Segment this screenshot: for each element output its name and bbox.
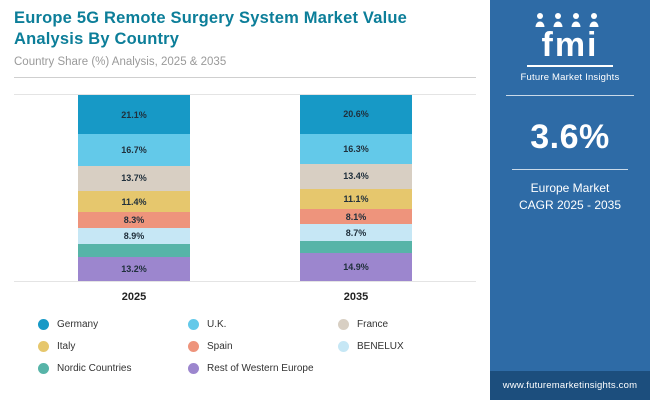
legend-dot-france	[338, 319, 349, 331]
cagr-caption: Europe Market CAGR 2025 - 2035	[490, 180, 650, 215]
legend-dot-u-k	[188, 319, 199, 331]
segment-france-2035: 13.4%	[300, 163, 412, 189]
legend-label-benelux: BENELUX	[357, 341, 404, 353]
legend-label-nordic-countries: Nordic Countries	[57, 363, 132, 375]
legend-label-germany: Germany	[57, 319, 99, 331]
website-footer[interactable]: www.futuremarketinsights.com	[490, 371, 650, 400]
main-content: Europe 5G Remote Surgery System Market V…	[14, 9, 476, 375]
legend-item-germany: Germany	[38, 319, 188, 331]
legend-dot-germany	[38, 319, 49, 331]
legend-label-spain: Spain	[207, 341, 233, 353]
x-axis-labels: 2025 2035	[14, 291, 476, 303]
brand-caption: Future Market Insights	[520, 72, 620, 83]
segment-italy-2025: 11.4%	[78, 190, 190, 213]
segment-nordic-countries-2025	[78, 244, 190, 257]
segment-germany-2035: 20.6%	[300, 95, 412, 134]
fmi-logo: fmi Future Market Insights	[490, 0, 650, 83]
cagr-value: 3.6%	[530, 118, 610, 156]
segment-rest-of-western-europe-2025: 13.2%	[78, 256, 190, 282]
legend-label-rest-of-western-europe: Rest of Western Europe	[207, 363, 314, 375]
segment-u-k-2035: 16.3%	[300, 133, 412, 164]
segment-rest-of-western-europe-2035: 14.9%	[300, 253, 412, 282]
sidebar-divider	[506, 95, 634, 96]
year-label-2035: 2035	[343, 291, 369, 304]
legend-dot-italy	[38, 341, 49, 353]
year-label-2025: 2025	[121, 291, 147, 304]
legend-dot-benelux	[338, 341, 349, 353]
segment-u-k-2025: 16.7%	[78, 134, 190, 166]
legend-item-benelux: BENELUX	[338, 341, 498, 353]
stacked-bar-2025: 21.1% 16.7% 13.7% 11.4% 8.3% 8.9% 13.2%	[78, 95, 190, 282]
segment-germany-2025: 21.1%	[78, 95, 190, 135]
legend-label-italy: Italy	[57, 341, 76, 353]
legend-label-france: France	[357, 319, 389, 331]
legend-dot-spain	[188, 341, 199, 353]
segment-benelux-2035: 8.7%	[300, 224, 412, 241]
segment-benelux-2025: 8.9%	[78, 227, 190, 245]
page-title: Europe 5G Remote Surgery System Market V…	[14, 9, 408, 49]
legend-item-spain: Spain	[188, 341, 338, 353]
plot-area: 21.1% 16.7% 13.7% 11.4% 8.3% 8.9% 13.2% 20.6% 16…	[14, 94, 476, 283]
legend-item-rest-of-western-europe: Rest of Western Europe	[188, 363, 338, 375]
segment-nordic-countries-2035	[300, 240, 412, 254]
brand-sidebar: fmi Future Market Insights 3.6% Europe M…	[490, 0, 650, 400]
cagr-caption-line2: CAGR 2025 - 2035	[518, 198, 622, 213]
cagr-divider	[512, 169, 628, 170]
sidebar-spacer	[490, 215, 650, 371]
legend-dot-nordic-countries	[38, 363, 49, 375]
legend-item-france: France	[338, 319, 498, 331]
legend-item-italy: Italy	[38, 341, 188, 353]
legend-item-u-k: U.K.	[188, 319, 338, 331]
segment-spain-2035: 8.1%	[300, 209, 412, 225]
segment-spain-2025: 8.3%	[78, 212, 190, 228]
stacked-bar-2035: 20.6% 16.3% 13.4% 11.1% 8.1% 8.7% 14.9%	[300, 95, 412, 282]
logo-underline	[527, 65, 613, 67]
header-divider	[14, 77, 476, 79]
segment-france-2025: 13.7%	[78, 165, 190, 191]
brand-wordmark: fmi	[541, 26, 599, 64]
cagr-caption-line1: Europe Market	[530, 181, 610, 195]
segment-italy-2035: 11.1%	[300, 188, 412, 210]
page-subtitle: Country Share (%) Analysis, 2025 & 2035	[14, 56, 227, 69]
legend-item-nordic-countries: Nordic Countries	[38, 363, 188, 375]
people-icons	[535, 13, 599, 27]
chart-legend: Germany U.K. France Italy Spain BENELUX Nordic…	[14, 319, 476, 375]
legend-dot-rest-of-western-europe	[188, 363, 199, 375]
legend-label-u-k: U.K.	[207, 319, 227, 331]
